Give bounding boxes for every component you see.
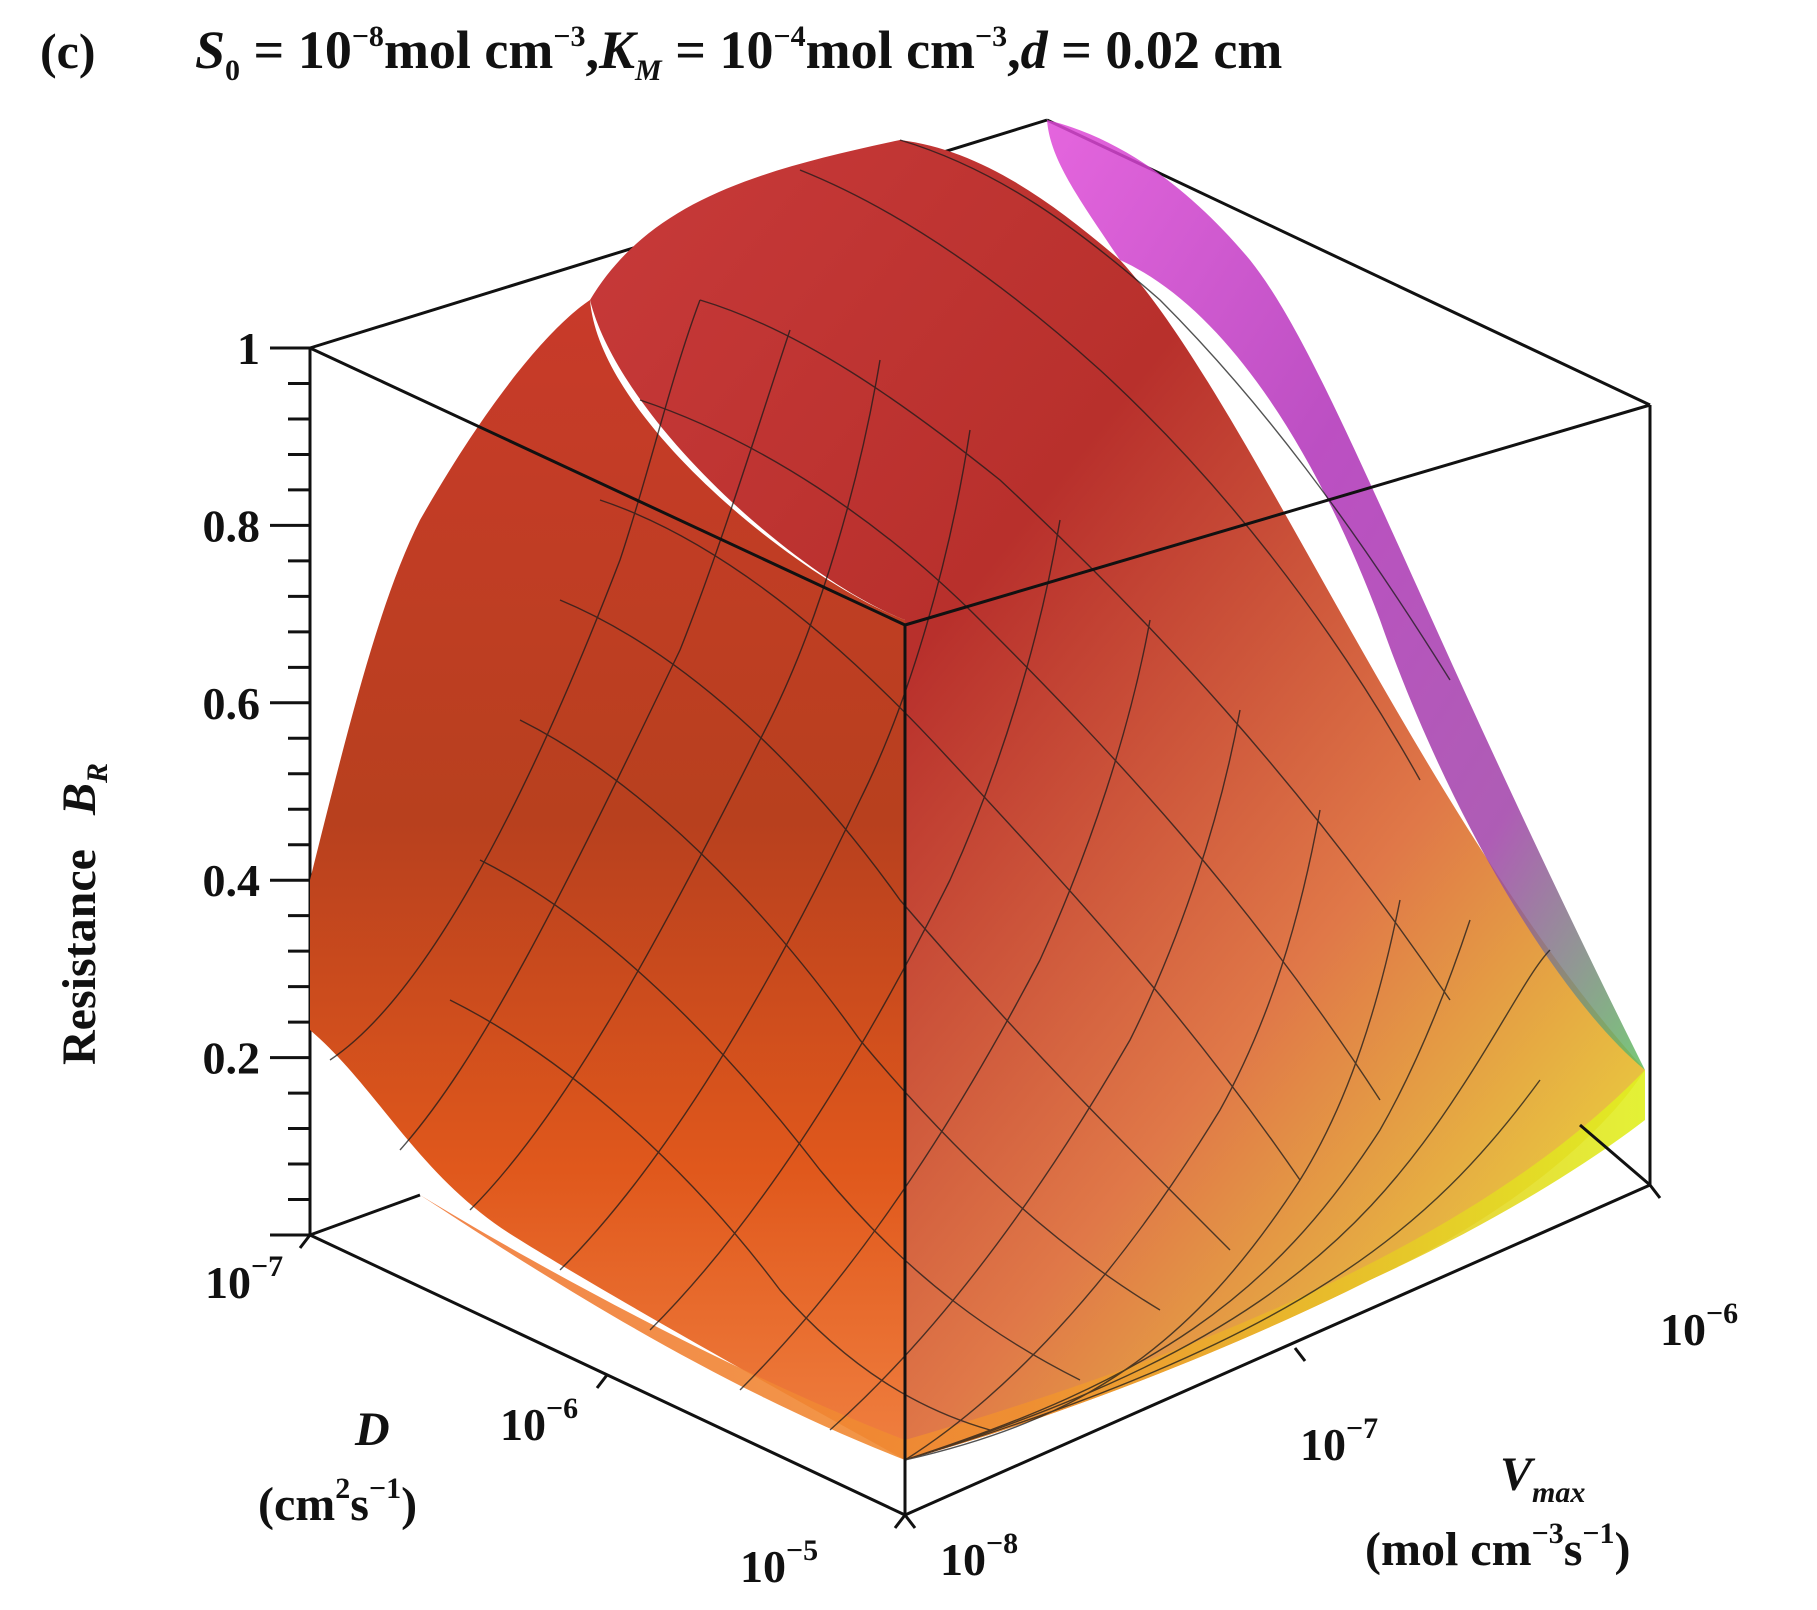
vmax-axis-ticks bbox=[903, 1184, 1662, 1529]
axis-line-d bbox=[309, 1233, 906, 1517]
z-axis-label: ResistanceBR bbox=[53, 763, 114, 1065]
vmax-axis-unit: (mol cm−3s−1) bbox=[1365, 1517, 1630, 1576]
z-axis-tick-labels: 1 0.8 0.6 0.4 0.2 bbox=[203, 323, 261, 1084]
parameter-title: S0 = 10−8mol cm−3,KM = 10−4mol cm−3,d = … bbox=[195, 20, 1282, 87]
d-tick-label-2: 10−6 bbox=[500, 1392, 578, 1450]
d-axis-tick-labels: 10−7 10−6 10−5 bbox=[205, 1250, 818, 1592]
figure-title: (c) S0 = 10−8mol cm−3,KM = 10−4mol cm−3,… bbox=[40, 20, 1282, 87]
d-axis-symbol: D bbox=[354, 1403, 390, 1456]
z-tick-label: 1 bbox=[237, 323, 260, 374]
surface-bottom-skirt bbox=[420, 1070, 1645, 1460]
z-tick-label: 0.8 bbox=[203, 500, 261, 551]
box-front-edges bbox=[309, 346, 1652, 1517]
surface-ridge-face bbox=[1047, 120, 1645, 1070]
surface-grid bbox=[329, 139, 1551, 1461]
axis-line-vmax bbox=[904, 1183, 1651, 1517]
z-tick-label: 0.4 bbox=[203, 855, 261, 906]
d-tick-label-1: 10−7 bbox=[205, 1250, 283, 1308]
surface-front-face bbox=[590, 140, 1645, 1460]
d-axis-label: D (cm2s−1) bbox=[258, 1403, 417, 1531]
z-tick-label: 0.6 bbox=[203, 678, 261, 729]
d-axis-ticks bbox=[298, 1234, 907, 1529]
d-tick-label-3: 10−5 bbox=[740, 1534, 818, 1592]
vmax-tick-label-2: 10−7 bbox=[1300, 1412, 1378, 1470]
box-edge-bottom-right-back bbox=[1579, 1123, 1651, 1187]
panel-label: (c) bbox=[40, 23, 96, 79]
vmax-tick-label-3: 10−6 bbox=[1660, 1297, 1738, 1355]
vmax-axis-tick-labels: 10−8 10−7 10−6 bbox=[940, 1297, 1738, 1585]
d-axis-unit: (cm2s−1) bbox=[258, 1472, 417, 1531]
vmax-tick-label-1: 10−8 bbox=[940, 1527, 1018, 1585]
box-edge-back-bottom bbox=[309, 1193, 421, 1237]
z-axis-ticks bbox=[270, 346, 310, 1237]
z-tick-label: 0.2 bbox=[203, 1033, 261, 1084]
surface bbox=[310, 120, 1645, 1461]
vmax-axis-label: Vmax (mol cm−3s−1) bbox=[1365, 1448, 1630, 1576]
z-axis-label-text: ResistanceBR bbox=[53, 763, 114, 1065]
surface-side-face bbox=[310, 300, 905, 1460]
vmax-axis-symbol: Vmax bbox=[1500, 1448, 1585, 1509]
box-edge-front-right-top bbox=[904, 403, 1651, 627]
box-edge-front-left-top bbox=[309, 346, 906, 627]
